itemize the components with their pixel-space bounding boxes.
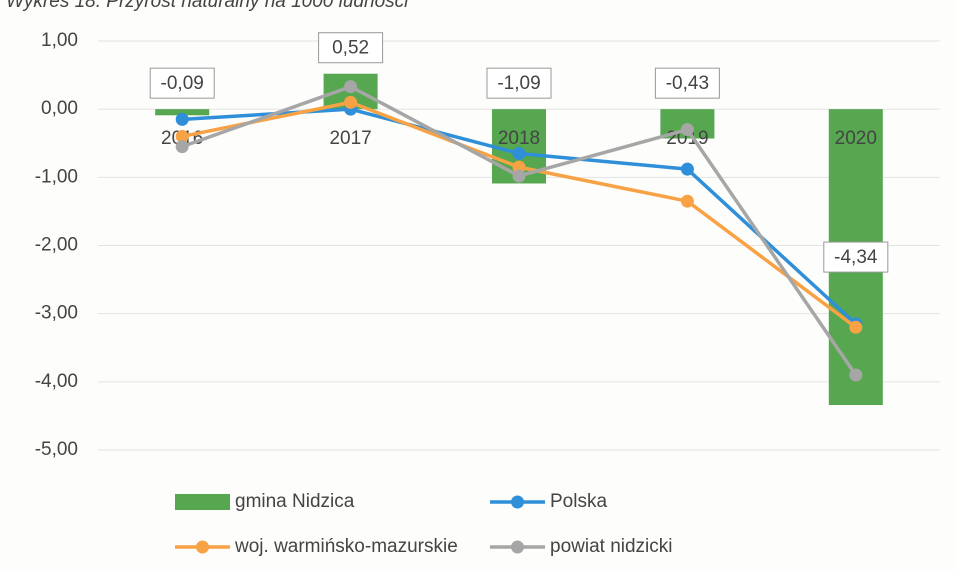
point [849,320,863,334]
chart-title: Wykres 18. Przyrost naturalny na 1000 lu… [6,0,409,12]
point [680,123,694,137]
data-label-box [318,32,384,64]
data-label-box [823,241,889,273]
data-label-box [149,67,215,99]
x-tick-label: 2018 [498,128,540,149]
data-label: -0,09 [149,67,215,99]
legend-marker [511,495,524,509]
y-tick-label: 1,00 [41,30,78,51]
data-label-box [486,67,552,99]
legend-label: powiat nidzicki [550,536,673,557]
data-label: 0,52 [318,32,384,64]
y-tick-label: -1,00 [35,166,78,187]
data-label: -1,09 [486,67,552,99]
y-tick-label: -5,00 [35,439,78,460]
y-tick-label: 0,00 [41,98,78,119]
point [512,146,526,160]
legend-label: gmina Nidzica [235,491,355,512]
data-label-box [654,67,720,99]
y-tick-label: -3,00 [35,303,78,324]
point [680,194,694,208]
x-tick-label: 2017 [329,128,371,149]
y-tick-label: -4,00 [35,371,78,392]
legend-marker [511,540,524,554]
bar [155,109,210,116]
point [680,162,694,176]
point [512,169,526,183]
point [344,80,358,94]
data-label-text: -4,34 [834,247,878,268]
data-label-text: 0,52 [332,38,369,59]
point [344,95,358,109]
x-tick-label: 2020 [835,128,877,149]
data-label: -4,34 [823,241,889,273]
point [175,140,189,154]
y-tick-label: -2,00 [35,235,78,256]
data-label: -0,43 [654,67,720,99]
point [175,112,189,126]
legend-label: woj. warmińsko-mazurskie [234,536,458,557]
legend-label: Polska [550,491,607,512]
data-label-text: -0,43 [666,73,709,94]
data-label-text: -1,09 [497,73,540,94]
legend-marker [196,540,209,554]
point [849,368,863,382]
legend-swatch [175,494,230,510]
data-label-text: -0,09 [161,73,204,94]
point [175,129,189,143]
